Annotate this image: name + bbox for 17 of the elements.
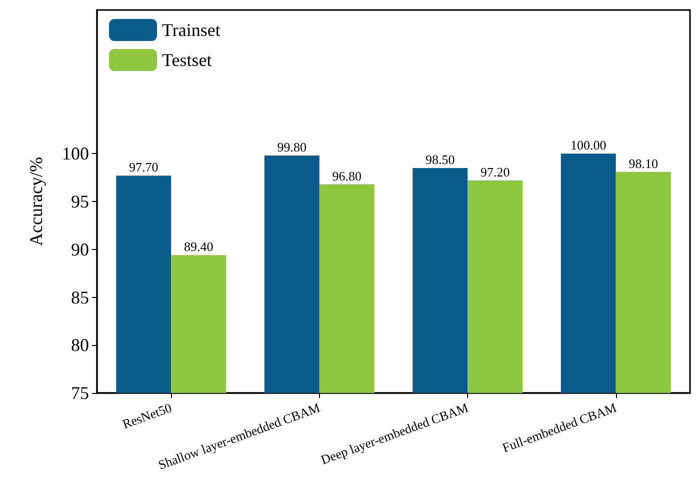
data-label: 96.80 (332, 168, 362, 184)
legend-label: Testset (162, 50, 212, 70)
y-tick-label: 90 (71, 239, 89, 260)
data-label: 98.50 (426, 152, 455, 167)
y-tick-label: 85 (71, 287, 89, 308)
y-tick-label: 80 (71, 335, 89, 356)
y-axis-title: Accuracy/% (26, 157, 46, 246)
data-label: 97.20 (480, 164, 510, 180)
y-tick-label: 100 (62, 144, 89, 164)
data-label: 89.40 (184, 239, 214, 254)
data-label: 97.70 (129, 160, 158, 175)
data-label: 98.10 (628, 156, 658, 171)
y-tick-label: 95 (71, 192, 89, 212)
data-label: 100.00 (570, 138, 606, 153)
y-tick-label: 75 (71, 383, 89, 403)
data-label: 99.80 (277, 140, 306, 155)
legend-label: Trainset (162, 20, 220, 40)
